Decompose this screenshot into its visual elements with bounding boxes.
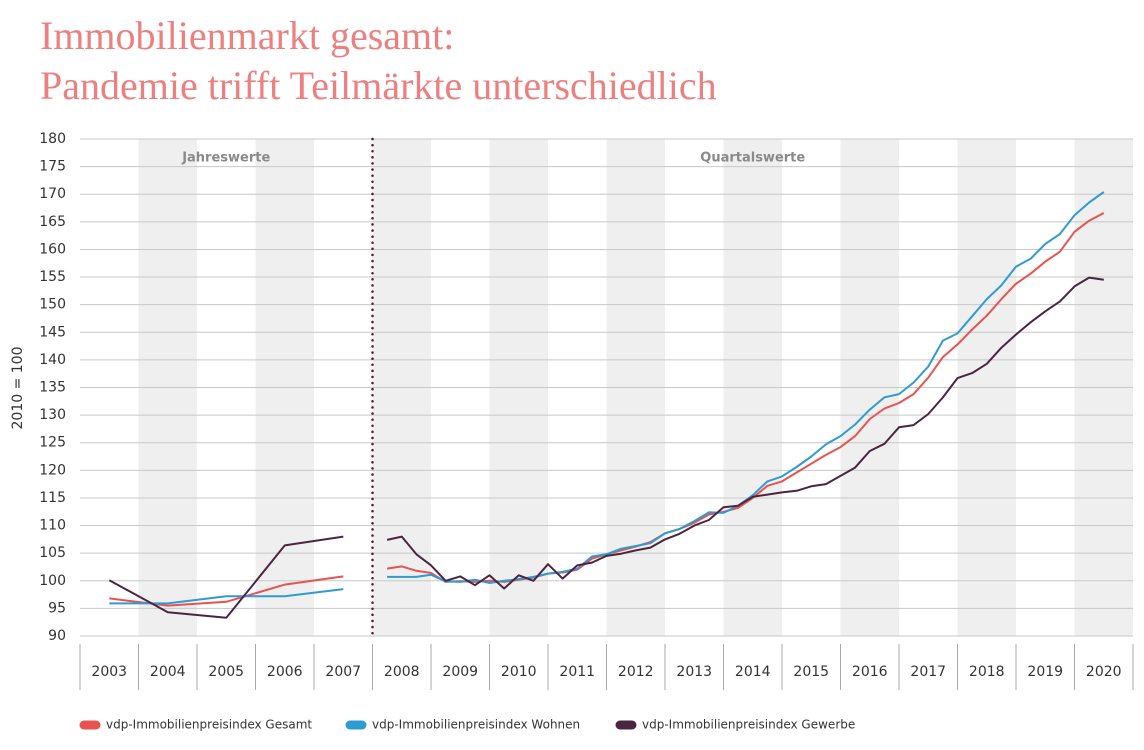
y-tick-label: 145 (39, 324, 66, 340)
y-tick-label: 180 (39, 131, 66, 147)
chart-title: Pandemie trifft Teilmärkte unterschiedli… (40, 63, 717, 108)
x-tick-label: 2013 (676, 664, 712, 680)
x-tick-label: 2015 (793, 664, 829, 680)
y-tick-label: 115 (39, 490, 66, 506)
x-tick-label: 2012 (618, 664, 654, 680)
legend-label: vdp-Immobilienpreisindex Gesamt (106, 718, 312, 732)
y-tick-label: 170 (39, 186, 66, 202)
y-tick-label: 135 (39, 380, 66, 396)
x-tick-label: 2019 (1027, 664, 1063, 680)
x-tick-label: 2016 (852, 664, 888, 680)
x-tick-label: 2007 (325, 664, 361, 680)
y-tick-label: 130 (39, 407, 66, 423)
y-tick-label: 165 (39, 214, 66, 230)
section-label: Jahreswerte (181, 151, 270, 166)
y-tick-label: 150 (39, 297, 66, 313)
y-tick-label: 155 (39, 269, 66, 285)
x-tick-label: 2018 (969, 664, 1005, 680)
y-tick-label: 100 (39, 573, 66, 589)
legend-label: vdp-Immobilienpreisindex Gewerbe (642, 718, 855, 732)
x-tick-label: 2006 (267, 664, 303, 680)
y-tick-label: 95 (48, 600, 66, 616)
y-tick-label: 105 (39, 545, 66, 561)
y-tick-label: 110 (39, 518, 66, 534)
x-tick-label: 2004 (150, 664, 186, 680)
series-line (108, 276, 1104, 619)
y-tick-label: 120 (39, 462, 66, 478)
x-tick-label: 2020 (1086, 664, 1122, 680)
x-tick-label: 2008 (384, 664, 420, 680)
y-tick-label: 175 (39, 159, 66, 175)
chart-title: Immobilienmarkt gesamt: (40, 13, 454, 58)
x-tick-label: 2014 (735, 664, 771, 680)
x-tick-label: 2017 (910, 664, 946, 680)
y-tick-label: 160 (39, 241, 66, 257)
x-tick-label: 2009 (442, 664, 478, 680)
x-tick-label: 2011 (559, 664, 595, 680)
x-tick-label: 2005 (208, 664, 244, 680)
x-tick-label: 2003 (91, 664, 127, 680)
y-tick-label: 90 (48, 628, 66, 644)
legend-label: vdp-Immobilienpreisindex Wohnen (372, 718, 580, 732)
y-tick-label: 140 (39, 352, 66, 368)
y-tick-label: 125 (39, 435, 66, 451)
section-label: Quartalswerte (700, 151, 805, 166)
y-axis-label: 2010 = 100 (10, 347, 26, 430)
x-tick-label: 2010 (501, 664, 537, 680)
